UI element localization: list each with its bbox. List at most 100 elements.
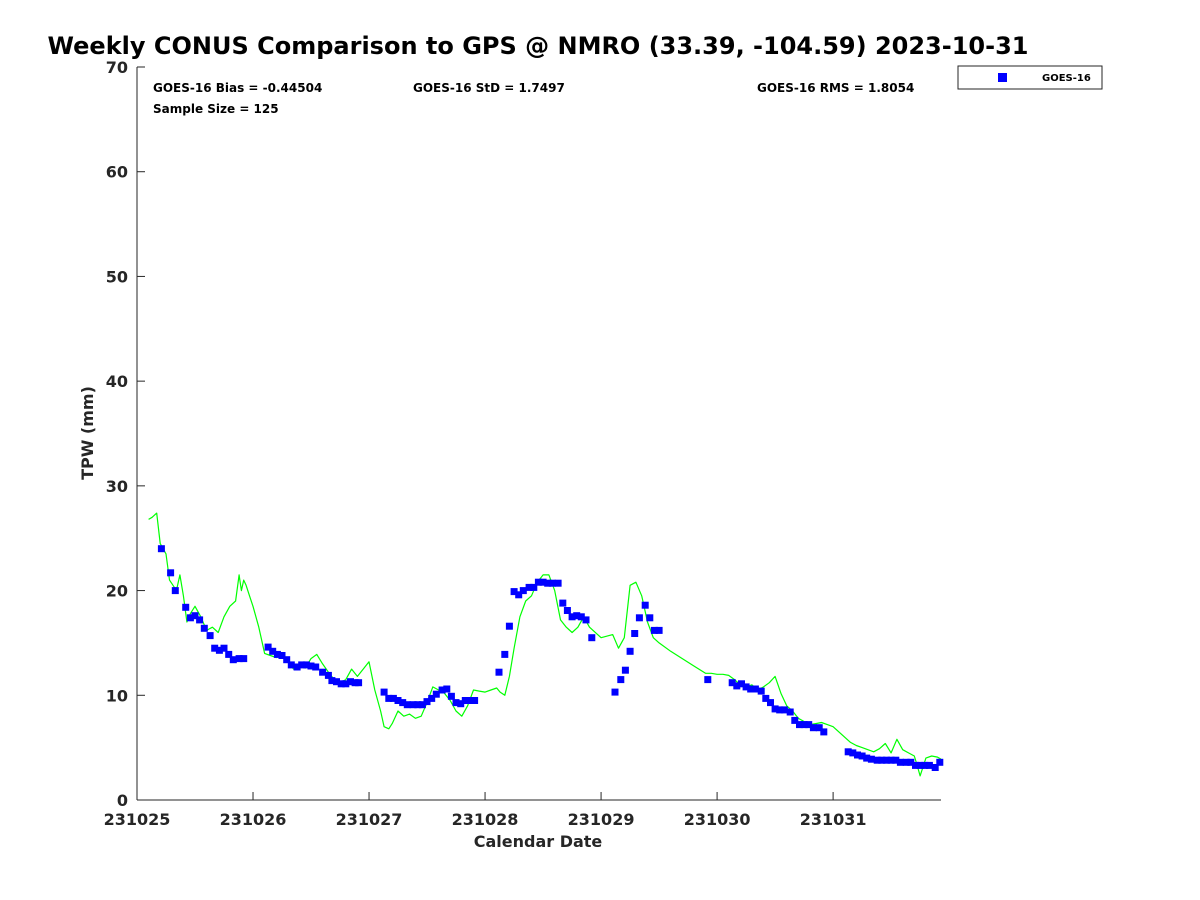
goes16-point (182, 603, 190, 611)
goes16-point (786, 708, 794, 716)
goes16-point (240, 655, 248, 663)
goes16-point (646, 614, 654, 622)
goes16-point (186, 614, 194, 622)
goes16-point (457, 700, 465, 708)
goes16-point (452, 699, 460, 707)
goes16-point (287, 661, 295, 669)
y-tick-label: 20 (106, 582, 128, 601)
y-tick-label: 60 (106, 163, 128, 182)
goes16-point (849, 749, 857, 757)
goes16-point (539, 578, 547, 586)
goes16-point (466, 697, 474, 704)
goes16-point (215, 646, 223, 654)
x-tick-label: 231025 (104, 810, 171, 829)
plot-area: 231025 231026 231027 231028 231029 231030 2310… (104, 58, 944, 829)
goes16-point (568, 613, 576, 621)
goes16-point (171, 587, 179, 595)
goes16-point (447, 692, 455, 700)
rms-stat: GOES-16 RMS = 1.8054 (757, 81, 914, 95)
goes16-point (742, 683, 750, 691)
goes16-point (800, 721, 808, 729)
goes16-point (621, 666, 629, 674)
goes16-point (347, 678, 354, 686)
goes16-point (704, 676, 712, 684)
goes16-point (423, 698, 431, 706)
sample-size-stat: Sample Size = 125 (153, 102, 279, 116)
goes16-point (780, 706, 788, 714)
goes16-point (355, 679, 363, 687)
goes16-point (896, 758, 904, 766)
goes16-point (409, 701, 417, 709)
plot-box (137, 67, 941, 800)
goes16-point (844, 748, 852, 756)
goes16-point (235, 655, 243, 663)
goes16-point (505, 622, 513, 630)
goes16-point (563, 607, 571, 614)
goes16-point (921, 761, 929, 769)
bias-stat: GOES-16 Bias = -0.44504 (153, 81, 322, 95)
goes16-point (867, 755, 875, 763)
y-tick-label: 70 (106, 58, 128, 77)
goes16-point (626, 647, 634, 655)
chart-title: Weekly CONUS Comparison to GPS @ NMRO (3… (48, 32, 1029, 60)
goes16-point (443, 685, 451, 693)
goes-series (157, 545, 944, 771)
goes16-point (878, 756, 886, 764)
goes16-point (319, 668, 327, 676)
goes16-point (495, 668, 503, 676)
goes16-point (767, 699, 774, 707)
goes16-point (873, 756, 881, 764)
goes16-point (738, 680, 745, 688)
goes16-point (220, 644, 228, 652)
goes16-point (631, 630, 639, 637)
x-tick-label: 231027 (336, 810, 403, 829)
goes16-point (858, 752, 866, 760)
goes16-point (461, 697, 469, 704)
gps-series (148, 512, 942, 777)
goes16-point (815, 724, 823, 732)
goes16-point (577, 613, 585, 621)
goes16-point (510, 588, 518, 596)
goes16-point (641, 601, 649, 609)
goes16-point (544, 579, 552, 587)
legend-marker-goes16 (998, 73, 1007, 82)
goes16-point (438, 686, 446, 694)
x-tick-label: 231031 (800, 810, 867, 829)
goes16-point (399, 699, 407, 707)
legend-label-goes16: GOES-16 (1042, 73, 1091, 84)
goes16-point (854, 751, 861, 759)
goes16-point (863, 754, 871, 762)
goes16-point (611, 688, 619, 696)
y-tick-label: 0 (117, 791, 128, 810)
y-tick-label: 40 (106, 372, 128, 391)
goes16-point (380, 688, 388, 696)
goes16-point (389, 694, 397, 702)
goes16-point (635, 614, 643, 622)
goes16-point (582, 616, 590, 624)
goes16-point (907, 758, 915, 766)
goes16-point (931, 764, 939, 771)
x-axis-label: Calendar Date (474, 832, 603, 851)
goes16-point (196, 616, 204, 624)
goes16-point (167, 569, 175, 577)
y-axis-label: TPW (mm) (78, 386, 97, 480)
goes16-point (519, 587, 527, 595)
goes16-point (302, 661, 310, 669)
goes16-point (225, 650, 233, 658)
goes16-point (757, 687, 765, 695)
goes16-point (588, 634, 596, 642)
goes16-point (432, 690, 440, 698)
x-tick-label: 231029 (568, 810, 635, 829)
goes16-point (211, 644, 219, 652)
goes16-point (328, 677, 336, 685)
goes16-point (573, 612, 581, 620)
goes16-point (471, 697, 479, 704)
axis-ticks: 231025 231026 231027 231028 231029 231030 2310… (104, 58, 867, 829)
goes16-point (751, 685, 759, 693)
goes16-point (809, 724, 817, 732)
goes16-point (776, 706, 784, 714)
x-tick-label: 231030 (684, 810, 751, 829)
gps-line (148, 512, 942, 777)
goes16-point (791, 716, 799, 724)
